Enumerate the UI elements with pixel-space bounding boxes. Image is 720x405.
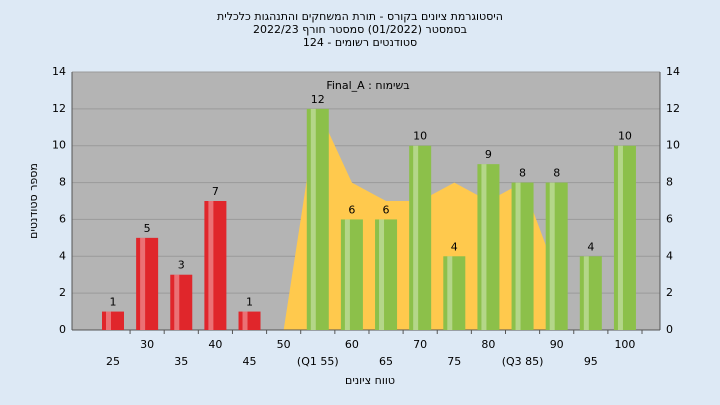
bar xyxy=(545,182,568,330)
x-tick-label: 100 xyxy=(614,338,635,351)
bar xyxy=(306,108,329,330)
bar-highlight xyxy=(174,274,180,330)
bar-highlight xyxy=(515,182,521,330)
bar xyxy=(443,256,466,330)
bar-highlight xyxy=(413,145,419,330)
bar-highlight xyxy=(583,256,589,330)
value-label: 4 xyxy=(587,240,594,253)
y-tick-label: 0 xyxy=(59,323,66,336)
bar-highlight xyxy=(310,108,316,330)
value-label: 1 xyxy=(246,296,253,309)
x-tick-label: 95 xyxy=(584,355,598,368)
bar xyxy=(579,256,602,330)
bar xyxy=(102,311,124,330)
bar xyxy=(477,164,500,330)
bar-highlight xyxy=(617,145,623,330)
bar xyxy=(170,274,193,330)
bar xyxy=(204,201,227,330)
value-label: 10 xyxy=(618,130,632,143)
bar xyxy=(511,182,534,330)
value-label: 3 xyxy=(178,259,185,272)
x-axis-label: טווח ציונים xyxy=(345,374,395,387)
chart-subtitle: בסמסטר (01/2022) סמסטר חורף 2022/23 xyxy=(253,23,467,36)
value-label: 9 xyxy=(485,148,492,161)
bar-highlight xyxy=(447,256,453,330)
bar-highlight xyxy=(106,311,111,330)
bar xyxy=(613,145,636,330)
x-tick-label: 35 xyxy=(174,355,188,368)
value-label: 7 xyxy=(212,185,219,198)
value-label: 10 xyxy=(413,130,427,143)
x-tick-label: 75 xyxy=(447,355,461,368)
chart-title: היסטוגרמת ציונים בקורס - תורת המשחקים וה… xyxy=(217,10,503,23)
y-tick-label: 0 xyxy=(666,323,673,336)
y-tick-label: 4 xyxy=(666,249,673,262)
annotation: Final_A : בשימוח xyxy=(326,79,409,92)
x-tick-label: (Q3 85) xyxy=(502,355,544,368)
y-axis-label: מספר סטודנטים xyxy=(27,163,40,239)
bar xyxy=(375,219,398,330)
bar xyxy=(409,145,432,330)
y-tick-label: 14 xyxy=(666,65,680,78)
value-label: 6 xyxy=(348,203,355,216)
y-tick-label: 12 xyxy=(52,102,66,115)
y-tick-label: 14 xyxy=(52,65,66,78)
x-tick-label: 50 xyxy=(277,338,291,351)
x-tick-label: 25 xyxy=(106,355,120,368)
y-tick-label: 10 xyxy=(52,139,66,152)
x-tick-label: 45 xyxy=(243,355,257,368)
bar xyxy=(136,237,159,330)
value-label: 1 xyxy=(110,296,117,309)
x-tick-label: 30 xyxy=(140,338,154,351)
y-tick-label: 8 xyxy=(666,176,673,189)
x-tick-label: 70 xyxy=(413,338,427,351)
bar-highlight xyxy=(208,201,214,330)
x-tick-label: 80 xyxy=(481,338,495,351)
x-tick-label: (Q1 55) xyxy=(297,355,339,368)
value-label: 5 xyxy=(144,222,151,235)
bar-highlight xyxy=(140,237,146,330)
y-tick-label: 12 xyxy=(666,102,680,115)
y-tick-label: 10 xyxy=(666,139,680,152)
value-label: 6 xyxy=(383,203,390,216)
value-label: 8 xyxy=(553,167,560,180)
bar-highlight xyxy=(344,219,350,330)
y-tick-label: 6 xyxy=(666,212,673,225)
chart-subtitle: סטודנטים רשומים - 124 xyxy=(303,36,417,49)
bar-highlight xyxy=(549,182,555,330)
y-tick-label: 6 xyxy=(59,212,66,225)
y-tick-label: 2 xyxy=(666,286,673,299)
x-tick-label: 65 xyxy=(379,355,393,368)
x-tick-label: 60 xyxy=(345,338,359,351)
x-tick-label: 40 xyxy=(208,338,222,351)
y-tick-label: 4 xyxy=(59,249,66,262)
value-label: 12 xyxy=(311,93,325,106)
bar xyxy=(340,219,363,330)
value-label: 4 xyxy=(451,240,458,253)
value-label: 8 xyxy=(519,167,526,180)
x-tick-label: 90 xyxy=(550,338,564,351)
bar xyxy=(238,311,261,330)
y-tick-label: 8 xyxy=(59,176,66,189)
bar-highlight xyxy=(379,219,385,330)
bar-highlight xyxy=(242,311,248,330)
bar-highlight xyxy=(481,164,487,330)
y-tick-label: 2 xyxy=(59,286,66,299)
